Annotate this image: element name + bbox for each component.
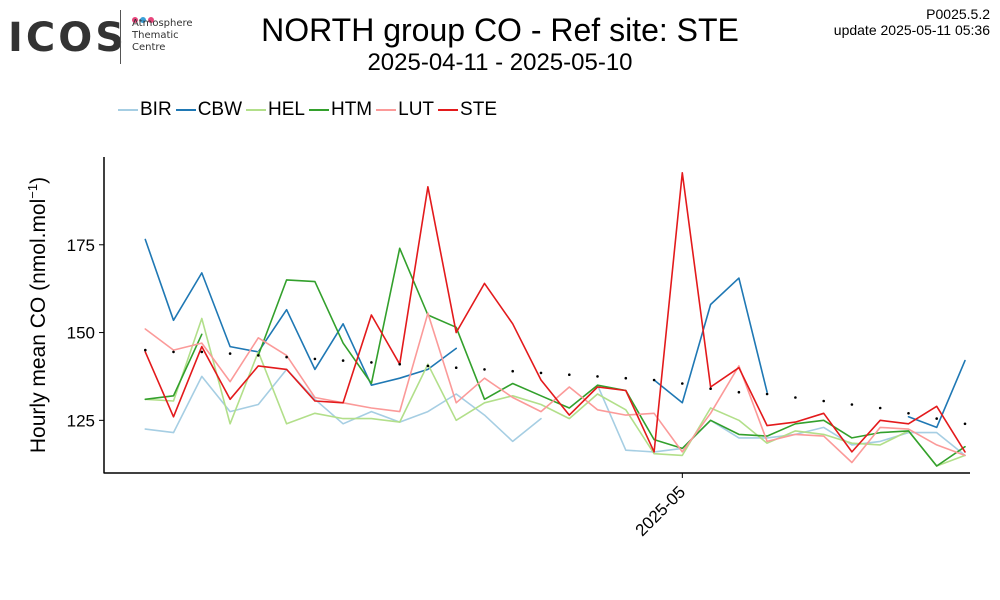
y-axis-label-exponent: −1 bbox=[25, 183, 40, 199]
series-line-lut bbox=[144, 312, 966, 464]
legend-swatch bbox=[376, 109, 397, 111]
legend-item: LUT bbox=[376, 99, 434, 121]
x-tick-label: 2025-05 bbox=[632, 482, 690, 540]
reference-dot bbox=[681, 382, 684, 385]
logo-dot bbox=[148, 17, 154, 23]
series-line-cbw bbox=[144, 238, 966, 429]
legend-label: STE bbox=[460, 99, 497, 120]
reference-dot bbox=[398, 362, 402, 366]
reference-dot bbox=[568, 373, 571, 377]
logo-wordmark: ICOS bbox=[8, 15, 128, 61]
reference-dot bbox=[172, 350, 175, 354]
reference-dot bbox=[228, 352, 232, 355]
version-info: P0025.5.2 update 2025-05-11 05:36 bbox=[834, 6, 990, 38]
logo-subtitle: Atmosphere Thematic Centre bbox=[132, 18, 193, 54]
reference-dot bbox=[257, 354, 260, 357]
legend-item: STE bbox=[438, 99, 497, 121]
legend-swatch bbox=[175, 109, 196, 111]
reference-dot bbox=[624, 376, 628, 380]
reference-dot bbox=[426, 364, 430, 368]
y-tick-label: 175 bbox=[67, 236, 95, 255]
legend-swatch bbox=[118, 109, 138, 111]
reference-dot bbox=[850, 403, 854, 406]
legend-swatch bbox=[246, 109, 267, 111]
reference-dot bbox=[709, 387, 712, 391]
reference-dot bbox=[765, 392, 769, 396]
logo-divider bbox=[120, 10, 121, 64]
legend-item: HTM bbox=[308, 99, 373, 121]
reference-dot bbox=[341, 359, 345, 362]
reference-dot bbox=[511, 369, 514, 373]
reference-dot bbox=[200, 350, 204, 354]
reference-dot bbox=[370, 361, 373, 364]
chart-title: NORTH group CO - Ref site: STE bbox=[261, 12, 739, 48]
icos-logo: ICOS Atmosphere Thematic Centre bbox=[8, 8, 208, 68]
logo-dot bbox=[132, 17, 138, 23]
legend-label: BIR bbox=[140, 99, 172, 120]
y-axis-label: Hourly mean CO (nmol.mol−1) bbox=[25, 177, 51, 453]
reference-dot bbox=[483, 368, 486, 371]
reference-dot bbox=[313, 357, 317, 361]
chart-subtitle: 2025-04-11 - 2025-05-10 bbox=[367, 49, 633, 76]
legend-label: HTM bbox=[330, 99, 373, 120]
y-tick-label: 125 bbox=[67, 411, 95, 430]
legend-swatch bbox=[308, 109, 329, 111]
reference-dot bbox=[285, 355, 288, 359]
reference-dot bbox=[454, 366, 458, 370]
logo-dot bbox=[140, 17, 146, 23]
reference-dot bbox=[652, 378, 656, 382]
y-axis-label-close: ) bbox=[27, 176, 50, 184]
reference-dot bbox=[737, 390, 741, 394]
legend-label: CBW bbox=[197, 99, 243, 120]
reference-dot bbox=[822, 399, 825, 403]
series-line-htm bbox=[144, 247, 966, 467]
legend-item: CBW bbox=[175, 99, 243, 121]
logo-subtitle-line: Centre bbox=[132, 42, 166, 53]
series-line-hel bbox=[144, 317, 966, 467]
legend-item: BIR bbox=[118, 99, 172, 121]
reference-dot bbox=[935, 417, 938, 420]
legend-swatch bbox=[438, 109, 459, 111]
logo-subtitle-line: Atmosphere bbox=[132, 18, 193, 29]
y-axis-label-text: Hourly mean CO (nmol.mol bbox=[27, 198, 50, 454]
reference-dot bbox=[907, 412, 910, 415]
reference-dot bbox=[596, 375, 599, 378]
reference-dot bbox=[144, 348, 147, 352]
version-label: P0025.5.2 bbox=[926, 6, 990, 22]
chart-legend: BIR CBW HEL HTM LUT STE bbox=[118, 97, 501, 123]
y-tick-label: 150 bbox=[67, 324, 95, 343]
reference-dot bbox=[878, 406, 882, 410]
update-timestamp: update 2025-05-11 05:36 bbox=[833, 22, 990, 38]
reference-dot bbox=[963, 422, 967, 426]
logo-subtitle-line: Thematic bbox=[132, 30, 179, 41]
legend-label: LUT bbox=[398, 99, 435, 120]
series-line-ste bbox=[144, 172, 966, 453]
logo-dots bbox=[132, 10, 156, 28]
legend-item: HEL bbox=[246, 99, 305, 121]
reference-dot bbox=[794, 396, 797, 399]
legend-label: HEL bbox=[268, 99, 305, 120]
reference-dot bbox=[539, 371, 543, 375]
